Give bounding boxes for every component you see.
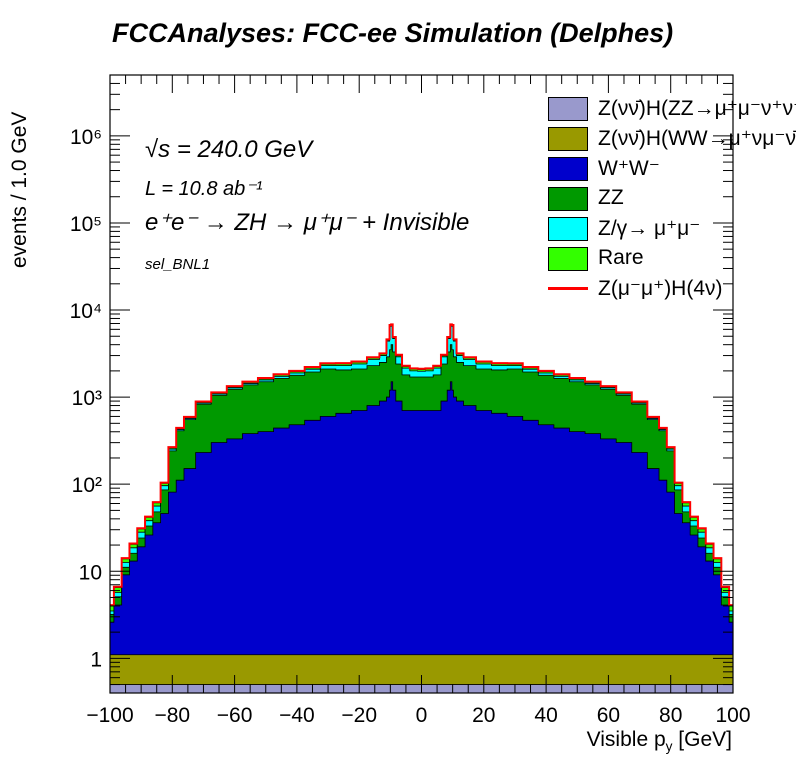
x-tick-label: 0: [416, 704, 428, 727]
legend-entry: Z(νν̄)H(WW→μ⁺νμ⁻ν̄): [548, 124, 796, 154]
legend-swatch: [548, 247, 588, 271]
series-area-1: [109, 654, 734, 694]
selection-annotation: sel_BNL1: [145, 256, 211, 273]
y-axis-label: events / 1.0 GeV: [8, 111, 31, 268]
x-tick-label: −100: [86, 704, 133, 727]
legend-entry: Z(μ⁻μ⁺)H(4ν): [548, 274, 796, 304]
legend-entry: Rare: [548, 244, 796, 274]
legend-label: Rare: [598, 246, 644, 269]
legend-swatch: [548, 97, 588, 121]
x-tick-label: 20: [472, 704, 495, 727]
legend-swatch: [548, 157, 588, 181]
x-tick-label: 80: [659, 704, 682, 727]
x-tick-label: 60: [597, 704, 620, 727]
sqrt-s-annotation: √s = 240.0 GeV: [145, 136, 313, 163]
overlay-line: [110, 323, 733, 607]
x-axis-label: Visible py [GeV]: [586, 728, 732, 755]
legend-swatch: [548, 127, 588, 151]
x-tick-label: −40: [279, 704, 315, 727]
y-tick-label: 10²: [72, 474, 102, 497]
axes: −100 −80 −60 −40 −20 0 20 40 60 80 100 1 10 10² 10³ 10⁴…: [70, 74, 751, 727]
legend-label: W⁺W⁻: [598, 157, 660, 180]
legend-entry: Z(νν̄)H(ZZ→μ⁺μ⁻ν⁺ν⁻): [548, 94, 796, 124]
legend-entry: Z/γ→ μ⁺μ⁻: [548, 214, 796, 244]
legend-label: Z/γ→ μ⁺μ⁻: [598, 217, 701, 240]
chart-title: FCCAnalyses: FCC-ee Simulation (Delphes): [112, 18, 674, 48]
y-tick-label: 10³: [72, 387, 102, 410]
y-tick-label: 10⁵: [70, 213, 102, 236]
legend-swatch: [548, 187, 588, 211]
y-tick-label: 10: [79, 561, 102, 584]
legend-label: Z(νν̄)H(WW→μ⁺νμ⁻ν̄): [598, 127, 796, 150]
legend-label: Z(νν̄)H(ZZ→μ⁺μ⁻ν⁺ν⁻): [598, 97, 796, 120]
legend-swatch: [548, 217, 588, 241]
legend-entry: ZZ: [548, 184, 796, 214]
y-tick-label: 10⁶: [70, 126, 102, 149]
legend-label: ZZ: [598, 186, 624, 209]
x-tick-label: 100: [715, 704, 750, 727]
x-tick-label: −20: [341, 704, 377, 727]
stacked-areas: [109, 324, 734, 694]
x-tick-label: 40: [534, 704, 557, 727]
x-tick-label: −60: [217, 704, 253, 727]
legend-label: Z(μ⁻μ⁺)H(4ν): [598, 277, 723, 300]
series-area-2: [109, 381, 734, 694]
y-tick-label: 1: [90, 648, 102, 671]
process-annotation: e⁺e⁻ → ZH → μ⁺μ⁻ + Invisible: [145, 209, 470, 236]
legend-swatch: [548, 287, 588, 290]
y-tick-label: 10⁴: [70, 300, 102, 323]
signal-overlay: [110, 323, 733, 607]
luminosity-annotation: L = 10.8 ab⁻¹: [145, 178, 263, 200]
legend-entry: W⁺W⁻: [548, 154, 796, 184]
x-tick-label: −80: [154, 704, 190, 727]
